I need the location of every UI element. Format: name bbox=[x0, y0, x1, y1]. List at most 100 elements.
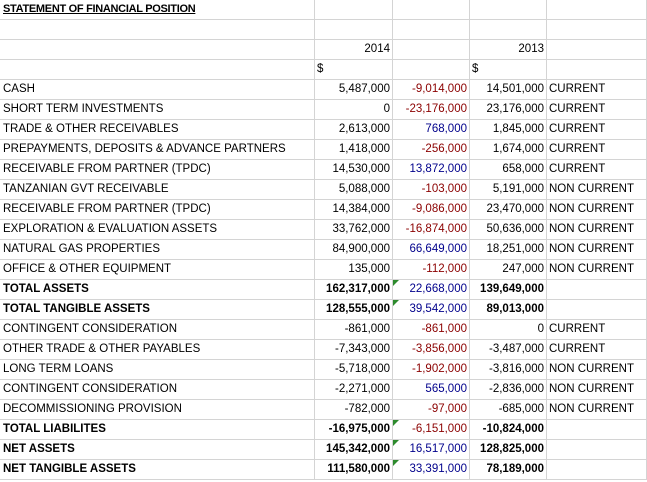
change-value[interactable]: -112,000 bbox=[393, 260, 470, 280]
empty-cell[interactable] bbox=[393, 60, 470, 80]
currency-2014[interactable]: $ bbox=[315, 60, 393, 80]
value-2014[interactable]: 145,342,000 bbox=[315, 440, 393, 460]
value-2013[interactable]: 14,501,000 bbox=[470, 80, 547, 100]
value-2013[interactable]: -3,487,000 bbox=[470, 340, 547, 360]
change-value[interactable]: -9,014,000 bbox=[393, 80, 470, 100]
value-2014[interactable]: 135,000 bbox=[315, 260, 393, 280]
row-label[interactable]: NET TANGIBLE ASSETS bbox=[0, 460, 315, 480]
change-value[interactable]: 22,668,000 bbox=[393, 280, 470, 300]
change-value[interactable]: -23,176,000 bbox=[393, 100, 470, 120]
value-2013[interactable]: 50,636,000 bbox=[470, 220, 547, 240]
value-2014[interactable]: 162,317,000 bbox=[315, 280, 393, 300]
change-value[interactable]: 565,000 bbox=[393, 380, 470, 400]
value-2014[interactable]: -2,271,000 bbox=[315, 380, 393, 400]
value-2014[interactable]: 33,762,000 bbox=[315, 220, 393, 240]
row-label[interactable]: CASH bbox=[0, 80, 315, 100]
value-2014[interactable]: 5,088,000 bbox=[315, 180, 393, 200]
value-2014[interactable]: 111,580,000 bbox=[315, 460, 393, 480]
sheet-title[interactable]: STATEMENT OF FINANCIAL POSITION bbox=[0, 0, 315, 20]
change-value[interactable]: 768,000 bbox=[393, 120, 470, 140]
row-label[interactable]: RECEIVABLE FROM PARTNER (TPDC) bbox=[0, 160, 315, 180]
classification[interactable]: CURRENT bbox=[547, 320, 647, 340]
classification[interactable]: NON CURRENT bbox=[547, 240, 647, 260]
empty-cell[interactable] bbox=[315, 0, 393, 20]
row-label[interactable]: TRADE & OTHER RECEIVABLES bbox=[0, 120, 315, 140]
change-value[interactable]: -16,874,000 bbox=[393, 220, 470, 240]
empty-cell[interactable] bbox=[0, 40, 315, 60]
year-2013-header[interactable]: 2013 bbox=[470, 40, 547, 60]
empty-cell[interactable] bbox=[315, 20, 393, 40]
row-label[interactable]: NATURAL GAS PROPERTIES bbox=[0, 240, 315, 260]
empty-cell[interactable] bbox=[393, 20, 470, 40]
empty-cell[interactable] bbox=[547, 40, 647, 60]
value-2014[interactable]: 14,530,000 bbox=[315, 160, 393, 180]
value-2013[interactable]: -685,000 bbox=[470, 400, 547, 420]
row-label[interactable]: CONTINGENT CONSIDERATION bbox=[0, 320, 315, 340]
value-2014[interactable]: 128,555,000 bbox=[315, 300, 393, 320]
classification[interactable]: NON CURRENT bbox=[547, 380, 647, 400]
value-2014[interactable]: 84,900,000 bbox=[315, 240, 393, 260]
value-2013[interactable]: 1,674,000 bbox=[470, 140, 547, 160]
value-2014[interactable]: -7,343,000 bbox=[315, 340, 393, 360]
row-label[interactable]: NET ASSETS bbox=[0, 440, 315, 460]
row-label[interactable]: OTHER TRADE & OTHER PAYABLES bbox=[0, 340, 315, 360]
classification[interactable]: NON CURRENT bbox=[547, 260, 647, 280]
change-value[interactable]: 66,649,000 bbox=[393, 240, 470, 260]
change-value[interactable]: -6,151,000 bbox=[393, 420, 470, 440]
row-label[interactable]: TOTAL ASSETS bbox=[0, 280, 315, 300]
classification[interactable]: NON CURRENT bbox=[547, 220, 647, 240]
value-2014[interactable]: 2,613,000 bbox=[315, 120, 393, 140]
empty-cell[interactable] bbox=[393, 40, 470, 60]
value-2013[interactable]: 1,845,000 bbox=[470, 120, 547, 140]
value-2013[interactable]: 23,176,000 bbox=[470, 100, 547, 120]
empty-cell[interactable] bbox=[547, 60, 647, 80]
empty-cell[interactable] bbox=[470, 20, 547, 40]
classification[interactable]: NON CURRENT bbox=[547, 400, 647, 420]
empty-cell[interactable] bbox=[547, 20, 647, 40]
classification[interactable] bbox=[547, 280, 647, 300]
change-value[interactable]: 16,517,000 bbox=[393, 440, 470, 460]
classification[interactable]: NON CURRENT bbox=[547, 200, 647, 220]
row-label[interactable]: PREPAYMENTS, DEPOSITS & ADVANCE PARTNERS bbox=[0, 140, 315, 160]
value-2013[interactable]: -2,836,000 bbox=[470, 380, 547, 400]
row-label[interactable]: OFFICE & OTHER EQUIPMENT bbox=[0, 260, 315, 280]
change-value[interactable]: -9,086,000 bbox=[393, 200, 470, 220]
value-2013[interactable]: 0 bbox=[470, 320, 547, 340]
row-label[interactable]: TOTAL LIABILITES bbox=[0, 420, 315, 440]
empty-cell[interactable] bbox=[393, 0, 470, 20]
classification[interactable]: NON CURRENT bbox=[547, 180, 647, 200]
value-2013[interactable]: 128,825,000 bbox=[470, 440, 547, 460]
value-2013[interactable]: 78,189,000 bbox=[470, 460, 547, 480]
change-value[interactable]: 39,542,000 bbox=[393, 300, 470, 320]
classification[interactable]: CURRENT bbox=[547, 80, 647, 100]
classification[interactable]: CURRENT bbox=[547, 340, 647, 360]
change-value[interactable]: -256,000 bbox=[393, 140, 470, 160]
value-2013[interactable]: 5,191,000 bbox=[470, 180, 547, 200]
empty-cell[interactable] bbox=[0, 20, 315, 40]
value-2014[interactable]: 0 bbox=[315, 100, 393, 120]
change-value[interactable]: 33,391,000 bbox=[393, 460, 470, 480]
value-2014[interactable]: -5,718,000 bbox=[315, 360, 393, 380]
row-label[interactable]: TOTAL TANGIBLE ASSETS bbox=[0, 300, 315, 320]
classification[interactable]: CURRENT bbox=[547, 160, 647, 180]
classification[interactable]: CURRENT bbox=[547, 120, 647, 140]
value-2013[interactable]: 247,000 bbox=[470, 260, 547, 280]
change-value[interactable]: -1,902,000 bbox=[393, 360, 470, 380]
value-2013[interactable]: 18,251,000 bbox=[470, 240, 547, 260]
value-2014[interactable]: 14,384,000 bbox=[315, 200, 393, 220]
empty-cell[interactable] bbox=[0, 60, 315, 80]
empty-cell[interactable] bbox=[547, 0, 647, 20]
value-2014[interactable]: 1,418,000 bbox=[315, 140, 393, 160]
value-2013[interactable]: 658,000 bbox=[470, 160, 547, 180]
value-2013[interactable]: -10,824,000 bbox=[470, 420, 547, 440]
value-2013[interactable]: 89,013,000 bbox=[470, 300, 547, 320]
change-value[interactable]: -3,856,000 bbox=[393, 340, 470, 360]
classification[interactable]: CURRENT bbox=[547, 140, 647, 160]
value-2013[interactable]: 139,649,000 bbox=[470, 280, 547, 300]
currency-2013[interactable]: $ bbox=[470, 60, 547, 80]
empty-cell[interactable] bbox=[470, 0, 547, 20]
classification[interactable] bbox=[547, 460, 647, 480]
row-label[interactable]: SHORT TERM INVESTMENTS bbox=[0, 100, 315, 120]
row-label[interactable]: TANZANIAN GVT RECEIVABLE bbox=[0, 180, 315, 200]
value-2014[interactable]: 5,487,000 bbox=[315, 80, 393, 100]
